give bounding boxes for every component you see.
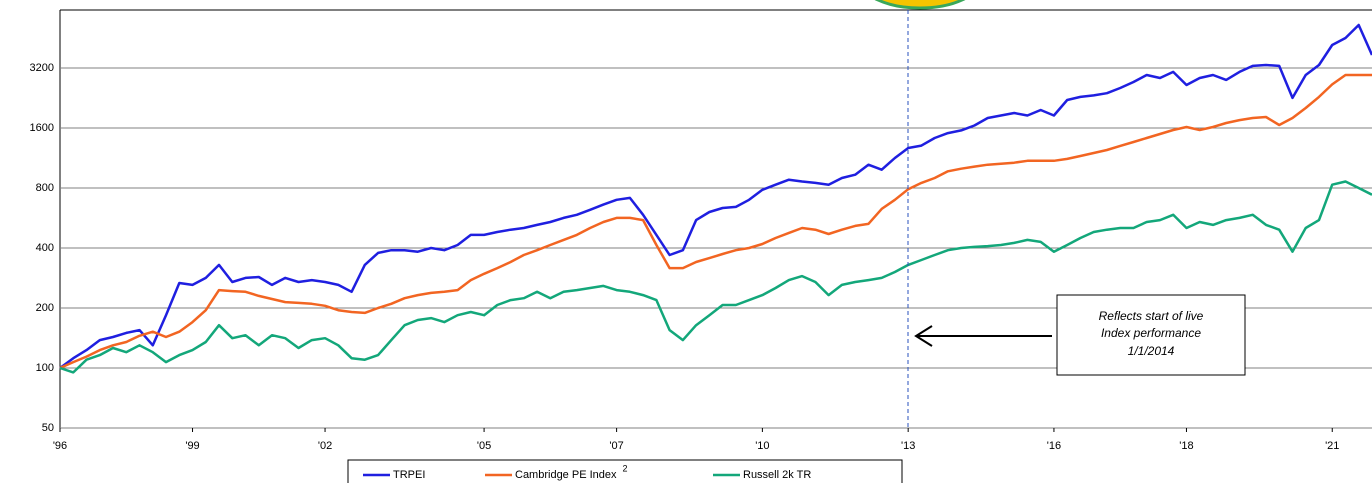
- x-tick-label: '10: [755, 440, 769, 452]
- annotation: Reflects start of live Index performance…: [914, 294, 1246, 376]
- lines: [59, 23, 1372, 374]
- x-tick-label: '07: [609, 440, 623, 452]
- annotation-text: Reflects start of live: [1099, 309, 1204, 323]
- y-tick-label: 100: [36, 362, 54, 374]
- legend-footnote: 2: [623, 463, 628, 473]
- y-tick-label: 800: [36, 182, 54, 194]
- y-tick-label: 400: [36, 242, 54, 254]
- x-tick-label: '21: [1325, 440, 1339, 452]
- legend-label: TRPEI: [393, 469, 425, 481]
- x-tick-label: '96: [53, 440, 67, 452]
- legend: TRPEI Cambridge PE Index 2 Russell 2k TR: [363, 463, 811, 481]
- series-line: [59, 73, 1372, 370]
- y-tick-label: 3200: [30, 62, 54, 74]
- grid: 50 100 200 400 800 1600 3200 '96 '99 '02 '05 '07 '10…: [30, 62, 1372, 452]
- legend-label: Cambridge PE Index: [515, 469, 617, 481]
- y-tick-label: 1600: [30, 122, 54, 134]
- series-line: [59, 180, 1372, 374]
- annotation-box: [1056, 294, 1246, 376]
- legend-box: [347, 459, 903, 483]
- x-tick-label: '02: [318, 440, 332, 452]
- x-tick-label: '16: [1047, 440, 1061, 452]
- annotation-text: Index performance: [1101, 326, 1201, 340]
- y-tick-label: 200: [36, 302, 54, 314]
- series-line: [59, 23, 1372, 370]
- arrow-head: [914, 325, 933, 347]
- y-tick-label: 50: [42, 422, 54, 434]
- legend-label: Russell 2k TR: [743, 469, 811, 481]
- x-tick-label: '18: [1179, 440, 1193, 452]
- x-tick-label: '05: [477, 440, 491, 452]
- annotation-text: 1/1/2014: [1128, 344, 1175, 358]
- x-tick-label: '99: [185, 440, 199, 452]
- logo-fragment: [874, 0, 966, 10]
- x-tick-label: '13: [901, 440, 915, 452]
